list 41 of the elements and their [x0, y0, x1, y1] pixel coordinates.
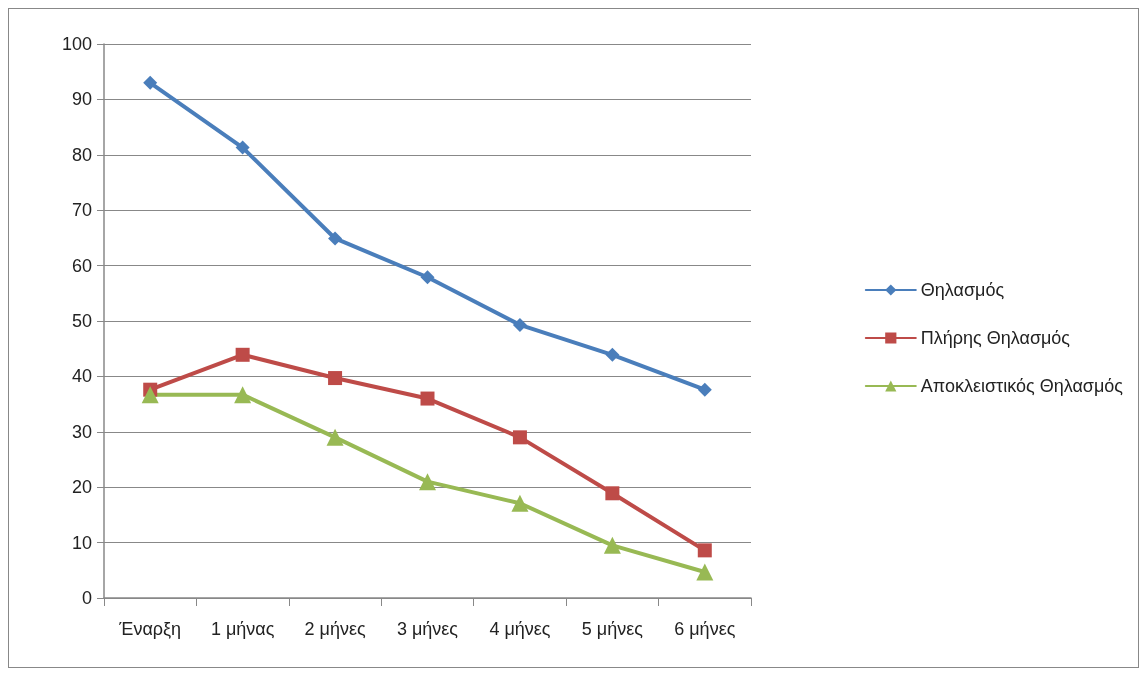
point: [419, 473, 436, 491]
point: [511, 494, 529, 512]
legend-label: Θηλασμός: [920, 280, 1005, 300]
legend-label: Πλήρης Θηλασμός: [920, 328, 1071, 348]
x-tick-label: 1 μήνας: [210, 619, 275, 639]
x-tick-label: Έναρξη: [118, 619, 182, 639]
y-tick-label: 80: [71, 144, 92, 165]
point: [235, 140, 250, 155]
point: [696, 563, 714, 581]
point: [143, 75, 158, 90]
point: [605, 347, 620, 362]
x-tick-label: 3 μήνες: [396, 619, 459, 639]
x-tick-label: 2 μήνες: [304, 619, 366, 639]
y-tick-label: 50: [71, 311, 92, 331]
x-tick-label: 6 μήνες: [674, 619, 736, 639]
y-tick-label: 90: [71, 89, 92, 110]
y-tick-label: 70: [71, 200, 92, 221]
point: [420, 391, 435, 406]
point: [697, 382, 712, 397]
point: [512, 317, 527, 332]
y-tick-label: 40: [71, 366, 92, 387]
x-tick-label: 5 μήνες: [581, 619, 644, 639]
point: [605, 486, 620, 501]
y-tick-label: 60: [71, 255, 92, 276]
x-tick-label: 4 μήνες: [489, 619, 551, 639]
y-tick-label: 30: [71, 421, 92, 442]
point: [234, 386, 252, 404]
point: [603, 536, 621, 554]
point: [328, 231, 343, 246]
point: [512, 430, 527, 445]
y-tick-label: 0: [81, 588, 92, 608]
y-tick-label: 100: [61, 34, 92, 54]
legend-label: Αποκλειστικός Θηλασμός: [920, 376, 1124, 396]
point: [420, 270, 435, 285]
point: [328, 371, 343, 386]
point: [141, 386, 159, 404]
y-tick-label: 20: [71, 477, 92, 498]
point: [326, 428, 344, 446]
point: [235, 347, 250, 362]
point: [697, 543, 712, 558]
y-tick-label: 10: [71, 532, 92, 553]
